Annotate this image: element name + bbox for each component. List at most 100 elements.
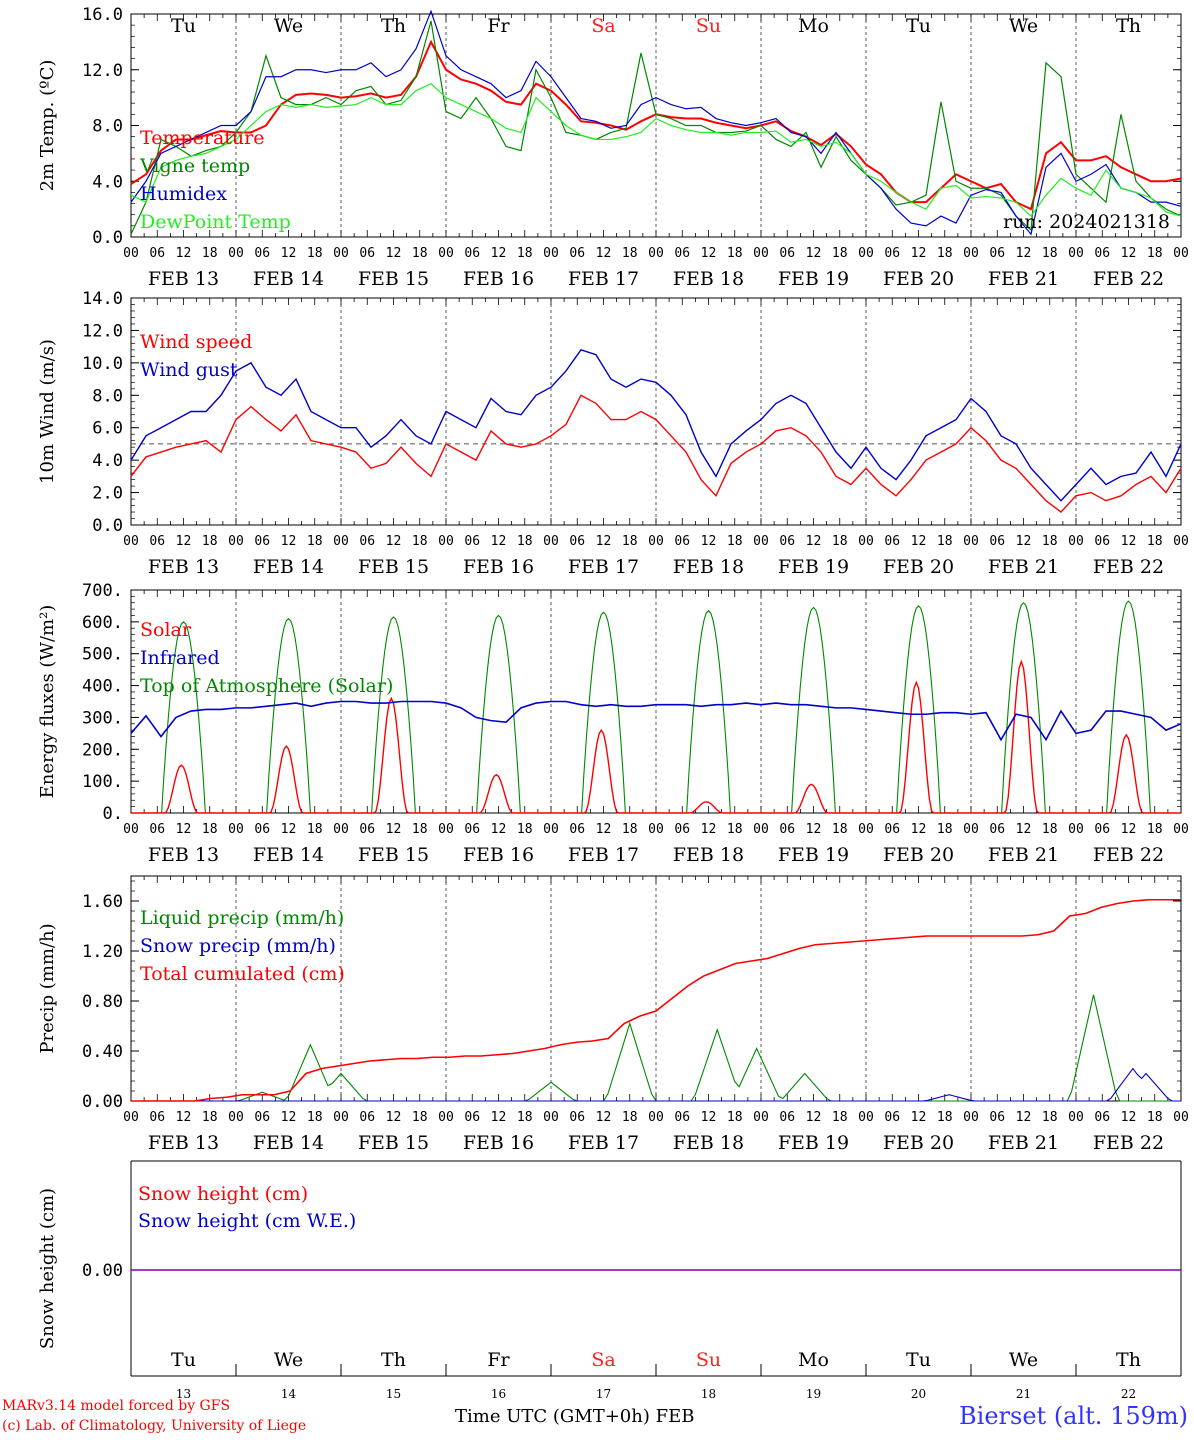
y-tick-label: 100. (82, 772, 123, 792)
hour-tick-label: 00 (543, 1110, 559, 1125)
run-annotation: run: 2024021318 (1003, 211, 1170, 233)
hour-tick-label: 18 (832, 1110, 848, 1125)
legend-entry: Infrared (140, 647, 220, 669)
y-tick-label: 700. (82, 581, 123, 601)
legend-entry: Humidex (140, 183, 227, 205)
hour-tick-label: 00 (228, 822, 244, 837)
y-axis-label: Energy fluxes (W/m²) (37, 605, 58, 799)
hour-tick-label: 18 (1042, 246, 1058, 261)
hour-tick-label: 00 (1173, 822, 1189, 837)
hour-tick-label: 06 (464, 1110, 480, 1125)
day-number: 18 (701, 1387, 716, 1401)
hour-tick-label: 06 (359, 534, 375, 549)
hour-tick-label: 00 (648, 534, 664, 549)
date-label: FEB 22 (1093, 268, 1164, 290)
date-label: FEB 21 (988, 556, 1059, 578)
hour-tick-label: 12 (806, 822, 822, 837)
legend-entry: Top of Atmosphere (Solar) (140, 675, 393, 697)
legend-entry: Temperature (140, 127, 264, 149)
hour-tick-label: 12 (176, 534, 192, 549)
hour-tick-label: 00 (963, 1110, 979, 1125)
hour-tick-label: 18 (307, 822, 323, 837)
legend-entry: Wind speed (140, 331, 252, 353)
hour-tick-label: 06 (674, 246, 690, 261)
hour-tick-label: 18 (517, 822, 533, 837)
hour-tick-label: 12 (596, 1110, 612, 1125)
series-line-1 (130, 349, 1182, 502)
hour-tick-label: 00 (438, 822, 454, 837)
day-number: 14 (281, 1387, 297, 1401)
hour-tick-label: 00 (858, 534, 874, 549)
date-label: FEB 17 (568, 556, 639, 578)
hour-tick-label: 00 (333, 1110, 349, 1125)
day-number: 21 (1016, 1387, 1031, 1401)
hour-tick-label: 12 (1016, 246, 1032, 261)
y-tick-label: 14.0 (82, 289, 123, 309)
y-tick-label: 0.00 (82, 1092, 123, 1112)
hour-tick-label: 12 (911, 1110, 927, 1125)
hour-tick-label: 00 (1068, 822, 1084, 837)
hour-tick-label: 00 (123, 822, 139, 837)
day-number: 15 (386, 1387, 401, 1401)
day-name: Th (1116, 15, 1141, 37)
y-axis-label: Snow height (cm) (37, 1188, 58, 1349)
hour-tick-label: 00 (753, 822, 769, 837)
day-name: Th (1116, 1349, 1141, 1371)
hour-tick-label: 00 (1068, 246, 1084, 261)
plot-frame (130, 13, 1182, 238)
date-label: FEB 20 (883, 556, 954, 578)
date-label: FEB 15 (358, 1132, 429, 1154)
hour-tick-label: 12 (176, 246, 192, 261)
hour-tick-label: 12 (281, 534, 297, 549)
hour-tick-label: 00 (858, 1110, 874, 1125)
hour-tick-label: 06 (569, 246, 585, 261)
hour-tick-label: 12 (1121, 822, 1137, 837)
hour-tick-label: 12 (1121, 246, 1137, 261)
day-name: Su (696, 1349, 721, 1371)
hour-tick-label: 06 (989, 534, 1005, 549)
y-axis-label: 10m Wind (m/s) (37, 339, 58, 484)
hour-tick-label: 12 (806, 246, 822, 261)
hour-tick-label: 18 (937, 822, 953, 837)
y-tick-label: 16.0 (82, 5, 123, 25)
hour-tick-label: 12 (911, 534, 927, 549)
hour-tick-label: 06 (569, 822, 585, 837)
day-name: Sa (591, 1349, 615, 1371)
date-label: FEB 16 (463, 1132, 534, 1154)
y-tick-label: 0.0 (92, 228, 123, 248)
day-name: Sa (591, 15, 615, 37)
date-label: FEB 15 (358, 556, 429, 578)
hour-tick-label: 06 (1094, 534, 1110, 549)
plot-frame (130, 589, 1182, 814)
hour-tick-label: 12 (281, 246, 297, 261)
hour-tick-label: 18 (727, 534, 743, 549)
day-number: 22 (1121, 1387, 1136, 1401)
hour-tick-label: 12 (386, 1110, 402, 1125)
hour-tick-label: 00 (333, 246, 349, 261)
hour-tick-label: 18 (307, 1110, 323, 1125)
hour-tick-label: 06 (1094, 822, 1110, 837)
y-tick-label: 8.0 (92, 386, 123, 406)
day-number: 19 (806, 1387, 821, 1401)
day-name: Tu (906, 1349, 931, 1371)
day-name: We (274, 15, 303, 37)
series-line-solar (131, 659, 1181, 814)
hour-tick-label: 06 (464, 246, 480, 261)
hour-tick-label: 06 (254, 1110, 270, 1125)
hour-tick-label: 00 (1173, 534, 1189, 549)
hour-tick-label: 18 (937, 534, 953, 549)
hour-tick-label: 12 (491, 534, 507, 549)
hour-tick-label: 06 (569, 534, 585, 549)
hour-tick-label: 00 (648, 246, 664, 261)
day-name: Tu (906, 15, 931, 37)
day-name: Fr (487, 1349, 510, 1371)
hour-tick-label: 18 (832, 246, 848, 261)
series-line-2 (130, 9, 1182, 236)
hour-tick-label: 18 (1042, 822, 1058, 837)
y-axis-label: 2m Temp. (ºC) (37, 60, 58, 192)
date-label: FEB 22 (1093, 844, 1164, 866)
hour-tick-label: 18 (412, 534, 428, 549)
hour-tick-label: 18 (202, 822, 218, 837)
hour-tick-label: 06 (884, 534, 900, 549)
